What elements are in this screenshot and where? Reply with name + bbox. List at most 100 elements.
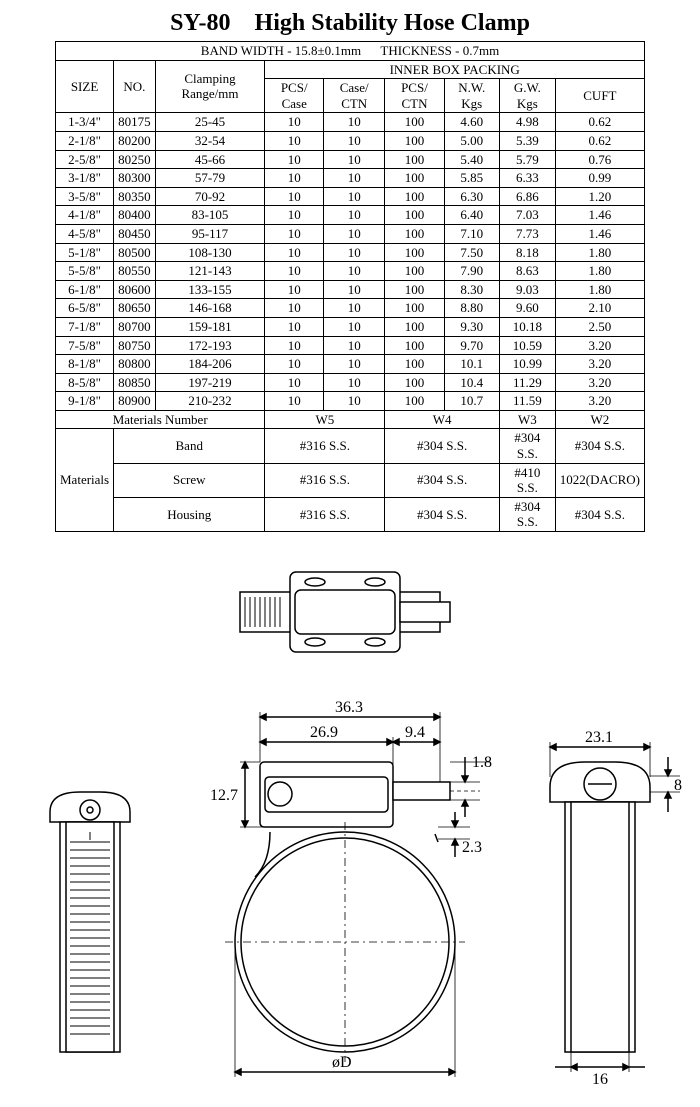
table-cell: 10 <box>265 113 324 132</box>
table-cell: 7-5/8" <box>56 336 114 355</box>
table-cell: 10 <box>265 187 324 206</box>
table-cell: 133-155 <box>155 280 265 299</box>
table-cell: 100 <box>385 317 444 336</box>
mat-col-w3: W3 <box>499 410 555 429</box>
table-cell: 5.00 <box>444 131 499 150</box>
table-cell: 1.80 <box>555 262 644 281</box>
table-cell: 1.80 <box>555 280 644 299</box>
materials-row: MaterialsBand#316 S.S.#304 S.S.#304 S.S.… <box>56 429 645 463</box>
table-cell: 5.40 <box>444 150 499 169</box>
table-cell: 57-79 <box>155 169 265 188</box>
table-cell: 6.30 <box>444 187 499 206</box>
mat-col-w5: W5 <box>265 410 385 429</box>
table-cell: 80175 <box>114 113 156 132</box>
table-cell: 8-5/8" <box>56 373 114 392</box>
table-cell: 1.80 <box>555 243 644 262</box>
table-cell: 10 <box>265 355 324 374</box>
materials-value: #304 S.S. <box>555 497 644 531</box>
table-cell: 3-5/8" <box>56 187 114 206</box>
table-cell: 10 <box>324 150 385 169</box>
table-row: 4-1/8"8040083-10510101006.407.031.46 <box>56 206 645 225</box>
table-cell: 10 <box>324 336 385 355</box>
table-cell: 2-5/8" <box>56 150 114 169</box>
table-cell: 100 <box>385 355 444 374</box>
dim-127: 12.7 <box>210 787 238 804</box>
materials-part: Band <box>114 429 265 463</box>
materials-row: Screw#316 S.S.#304 S.S.#410 S.S.1022(DAC… <box>56 463 645 497</box>
table-cell: 32-54 <box>155 131 265 150</box>
table-row: 9-1/8"80900210-232101010010.711.593.20 <box>56 392 645 411</box>
table-cell: 10.1 <box>444 355 499 374</box>
page-title: SY-80 High Stability Hose Clamp <box>10 10 690 37</box>
table-cell: 10 <box>324 187 385 206</box>
dim-8: 8 <box>674 777 682 794</box>
table-row: 8-1/8"80800184-206101010010.110.993.20 <box>56 355 645 374</box>
table-cell: 80550 <box>114 262 156 281</box>
materials-part: Screw <box>114 463 265 497</box>
table-cell: 172-193 <box>155 336 265 355</box>
table-cell: 100 <box>385 243 444 262</box>
table-cell: 10 <box>324 355 385 374</box>
table-cell: 45-66 <box>155 150 265 169</box>
dim-23: 2.3 <box>462 839 482 856</box>
col-packing: INNER BOX PACKING <box>265 60 645 79</box>
table-cell: 7.90 <box>444 262 499 281</box>
table-cell: 80600 <box>114 280 156 299</box>
dim-94: 9.4 <box>405 724 425 741</box>
table-cell: 6-5/8" <box>56 299 114 318</box>
materials-row: Housing#316 S.S.#304 S.S.#304 S.S.#304 S… <box>56 497 645 531</box>
materials-value: #316 S.S. <box>265 463 385 497</box>
table-cell: 10 <box>324 131 385 150</box>
table-cell: 80300 <box>114 169 156 188</box>
table-row: 3-1/8"8030057-7910101005.856.330.99 <box>56 169 645 188</box>
table-cell: 100 <box>385 373 444 392</box>
table-cell: 3.20 <box>555 373 644 392</box>
table-cell: 3.20 <box>555 355 644 374</box>
table-cell: 10 <box>265 317 324 336</box>
table-cell: 10 <box>265 262 324 281</box>
dim-363: 36.3 <box>335 699 363 716</box>
table-row: 6-5/8"80650146-16810101008.809.602.10 <box>56 299 645 318</box>
table-cell: 100 <box>385 150 444 169</box>
table-cell: 10 <box>265 224 324 243</box>
table-cell: 9.70 <box>444 336 499 355</box>
materials-part: Housing <box>114 497 265 531</box>
table-cell: 2-1/8" <box>56 131 114 150</box>
table-cell: 1.46 <box>555 224 644 243</box>
table-cell: 10 <box>265 280 324 299</box>
dim-18: 1.8 <box>472 754 492 771</box>
materials-value: #316 S.S. <box>265 497 385 531</box>
table-cell: 25-45 <box>155 113 265 132</box>
table-cell: 1-3/4" <box>56 113 114 132</box>
table-cell: 8.80 <box>444 299 499 318</box>
table-cell: 10.7 <box>444 392 499 411</box>
table-cell: 10 <box>324 113 385 132</box>
table-cell: 10 <box>324 317 385 336</box>
table-cell: 108-130 <box>155 243 265 262</box>
dim-231: 23.1 <box>585 729 613 746</box>
materials-value: #316 S.S. <box>265 429 385 463</box>
table-cell: 7.73 <box>499 224 555 243</box>
col-cuft: CUFT <box>555 79 644 113</box>
table-cell: 10 <box>265 373 324 392</box>
table-cell: 10 <box>265 392 324 411</box>
table-row: 4-5/8"8045095-11710101007.107.731.46 <box>56 224 645 243</box>
table-cell: 80450 <box>114 224 156 243</box>
table-cell: 10 <box>265 243 324 262</box>
table-row: 8-5/8"80850197-219101010010.411.293.20 <box>56 373 645 392</box>
materials-value: #304 S.S. <box>385 497 500 531</box>
table-cell: 5-1/8" <box>56 243 114 262</box>
table-row: 2-1/8"8020032-5410101005.005.390.62 <box>56 131 645 150</box>
col-gw: G.W. Kgs <box>499 79 555 113</box>
table-cell: 100 <box>385 206 444 225</box>
table-cell: 10 <box>324 206 385 225</box>
table-row: 6-1/8"80600133-15510101008.309.031.80 <box>56 280 645 299</box>
materials-value: #304 S.S. <box>499 497 555 531</box>
table-cell: 100 <box>385 299 444 318</box>
table-cell: 10 <box>265 206 324 225</box>
table-cell: 80900 <box>114 392 156 411</box>
table-cell: 4-1/8" <box>56 206 114 225</box>
table-cell: 11.29 <box>499 373 555 392</box>
table-cell: 5-5/8" <box>56 262 114 281</box>
table-cell: 80400 <box>114 206 156 225</box>
